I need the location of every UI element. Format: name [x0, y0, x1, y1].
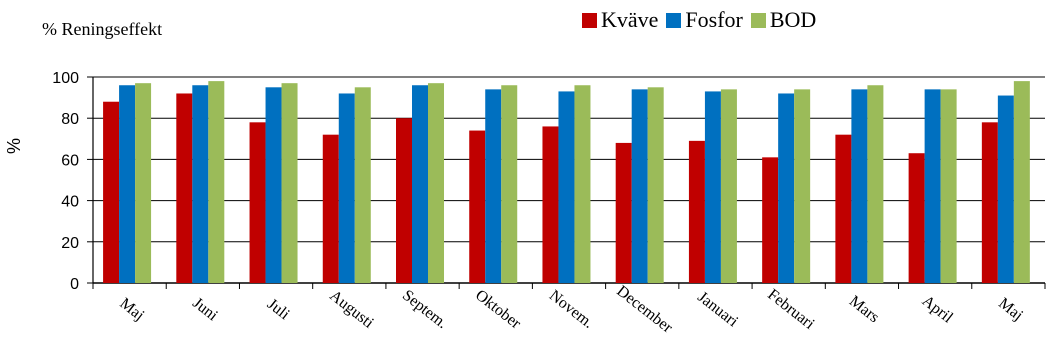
legend-label-kvave: Kväve [601, 7, 659, 32]
x-tick-label: Septem. [399, 287, 450, 332]
bar-bod-9 [794, 89, 811, 283]
bar-fosfor-5 [485, 89, 502, 283]
bar-kv-ve-0 [103, 101, 120, 283]
bar-kv-ve-1 [176, 93, 193, 283]
bar-kv-ve-2 [249, 122, 266, 283]
legend-swatch-kvave [582, 12, 597, 28]
x-tick-label: April [919, 292, 957, 327]
x-tick-label: Oktober [472, 287, 524, 333]
bar-kv-ve-5 [469, 130, 486, 283]
bar-kv-ve-9 [762, 157, 779, 283]
y-tick-label: 80 [61, 111, 79, 128]
x-tick-label: Juli [264, 296, 293, 324]
bar-fosfor-7 [631, 89, 648, 283]
bar-fosfor-9 [778, 93, 795, 283]
bar-bod-6 [574, 85, 591, 284]
y-axis-label: % [4, 138, 24, 154]
y-tick-label: 100 [52, 70, 79, 87]
bar-fosfor-12 [997, 95, 1014, 283]
x-tick-label: Januari [694, 289, 741, 331]
y-tick-label: 0 [70, 276, 79, 293]
x-tick-label: Maj [116, 295, 147, 324]
bar-bod-1 [208, 81, 225, 284]
legend-swatch-bod [750, 12, 766, 28]
x-tick-label: Februari [764, 286, 818, 333]
bar-bod-7 [647, 87, 664, 283]
legend-label-fosfor: Fosfor [685, 7, 743, 32]
bar-fosfor-10 [851, 89, 868, 283]
bar-kv-ve-4 [396, 118, 413, 283]
y-tick-label: 40 [61, 194, 79, 211]
bar-fosfor-1 [192, 85, 209, 284]
bar-bod-4 [428, 83, 445, 284]
bar-kv-ve-3 [322, 134, 339, 283]
bar-fosfor-3 [338, 93, 355, 283]
x-tick-label: Juni [189, 295, 221, 325]
chart-legend: Kväve Fosfor BOD [582, 9, 824, 31]
bar-kv-ve-10 [835, 134, 852, 283]
legend-item-fosfor: Fosfor [666, 7, 743, 32]
bar-fosfor-4 [412, 85, 429, 284]
bar-kv-ve-6 [542, 126, 559, 283]
bar-fosfor-6 [558, 91, 575, 283]
bar-layer [103, 81, 1030, 284]
x-tick-label: December [613, 283, 676, 337]
bar-bod-2 [281, 83, 298, 284]
bar-bod-11 [940, 89, 957, 283]
bar-bod-8 [720, 89, 737, 283]
y-tick-label: 20 [61, 235, 79, 252]
bar-kv-ve-7 [615, 142, 632, 283]
bar-fosfor-2 [265, 87, 282, 283]
legend-swatch-fosfor [666, 12, 682, 28]
x-tick-label: Augusti [326, 287, 377, 332]
bar-kv-ve-8 [688, 140, 705, 283]
bar-bod-0 [135, 83, 152, 284]
bar-bod-5 [501, 85, 518, 284]
bar-fosfor-8 [704, 91, 721, 283]
bar-bod-10 [867, 85, 884, 284]
bar-kv-ve-11 [908, 153, 925, 283]
chart-title: % Reningseffekt [42, 19, 163, 39]
bar-bod-12 [1013, 81, 1030, 284]
bar-fosfor-0 [119, 85, 136, 284]
axis-layer [87, 76, 1046, 289]
bar-bod-3 [354, 87, 371, 283]
x-tick-label: Maj [995, 295, 1026, 324]
bar-fosfor-11 [924, 89, 941, 283]
x-tick-label: Mars [846, 293, 882, 327]
legend-label-bod: BOD [769, 7, 817, 32]
x-tick-label: Novem. [546, 287, 597, 332]
bar-kv-ve-12 [981, 122, 998, 283]
y-tick-label: 60 [61, 152, 79, 169]
legend-item-bod: BOD [750, 7, 817, 32]
legend-item-kvave: Kväve [582, 9, 658, 31]
